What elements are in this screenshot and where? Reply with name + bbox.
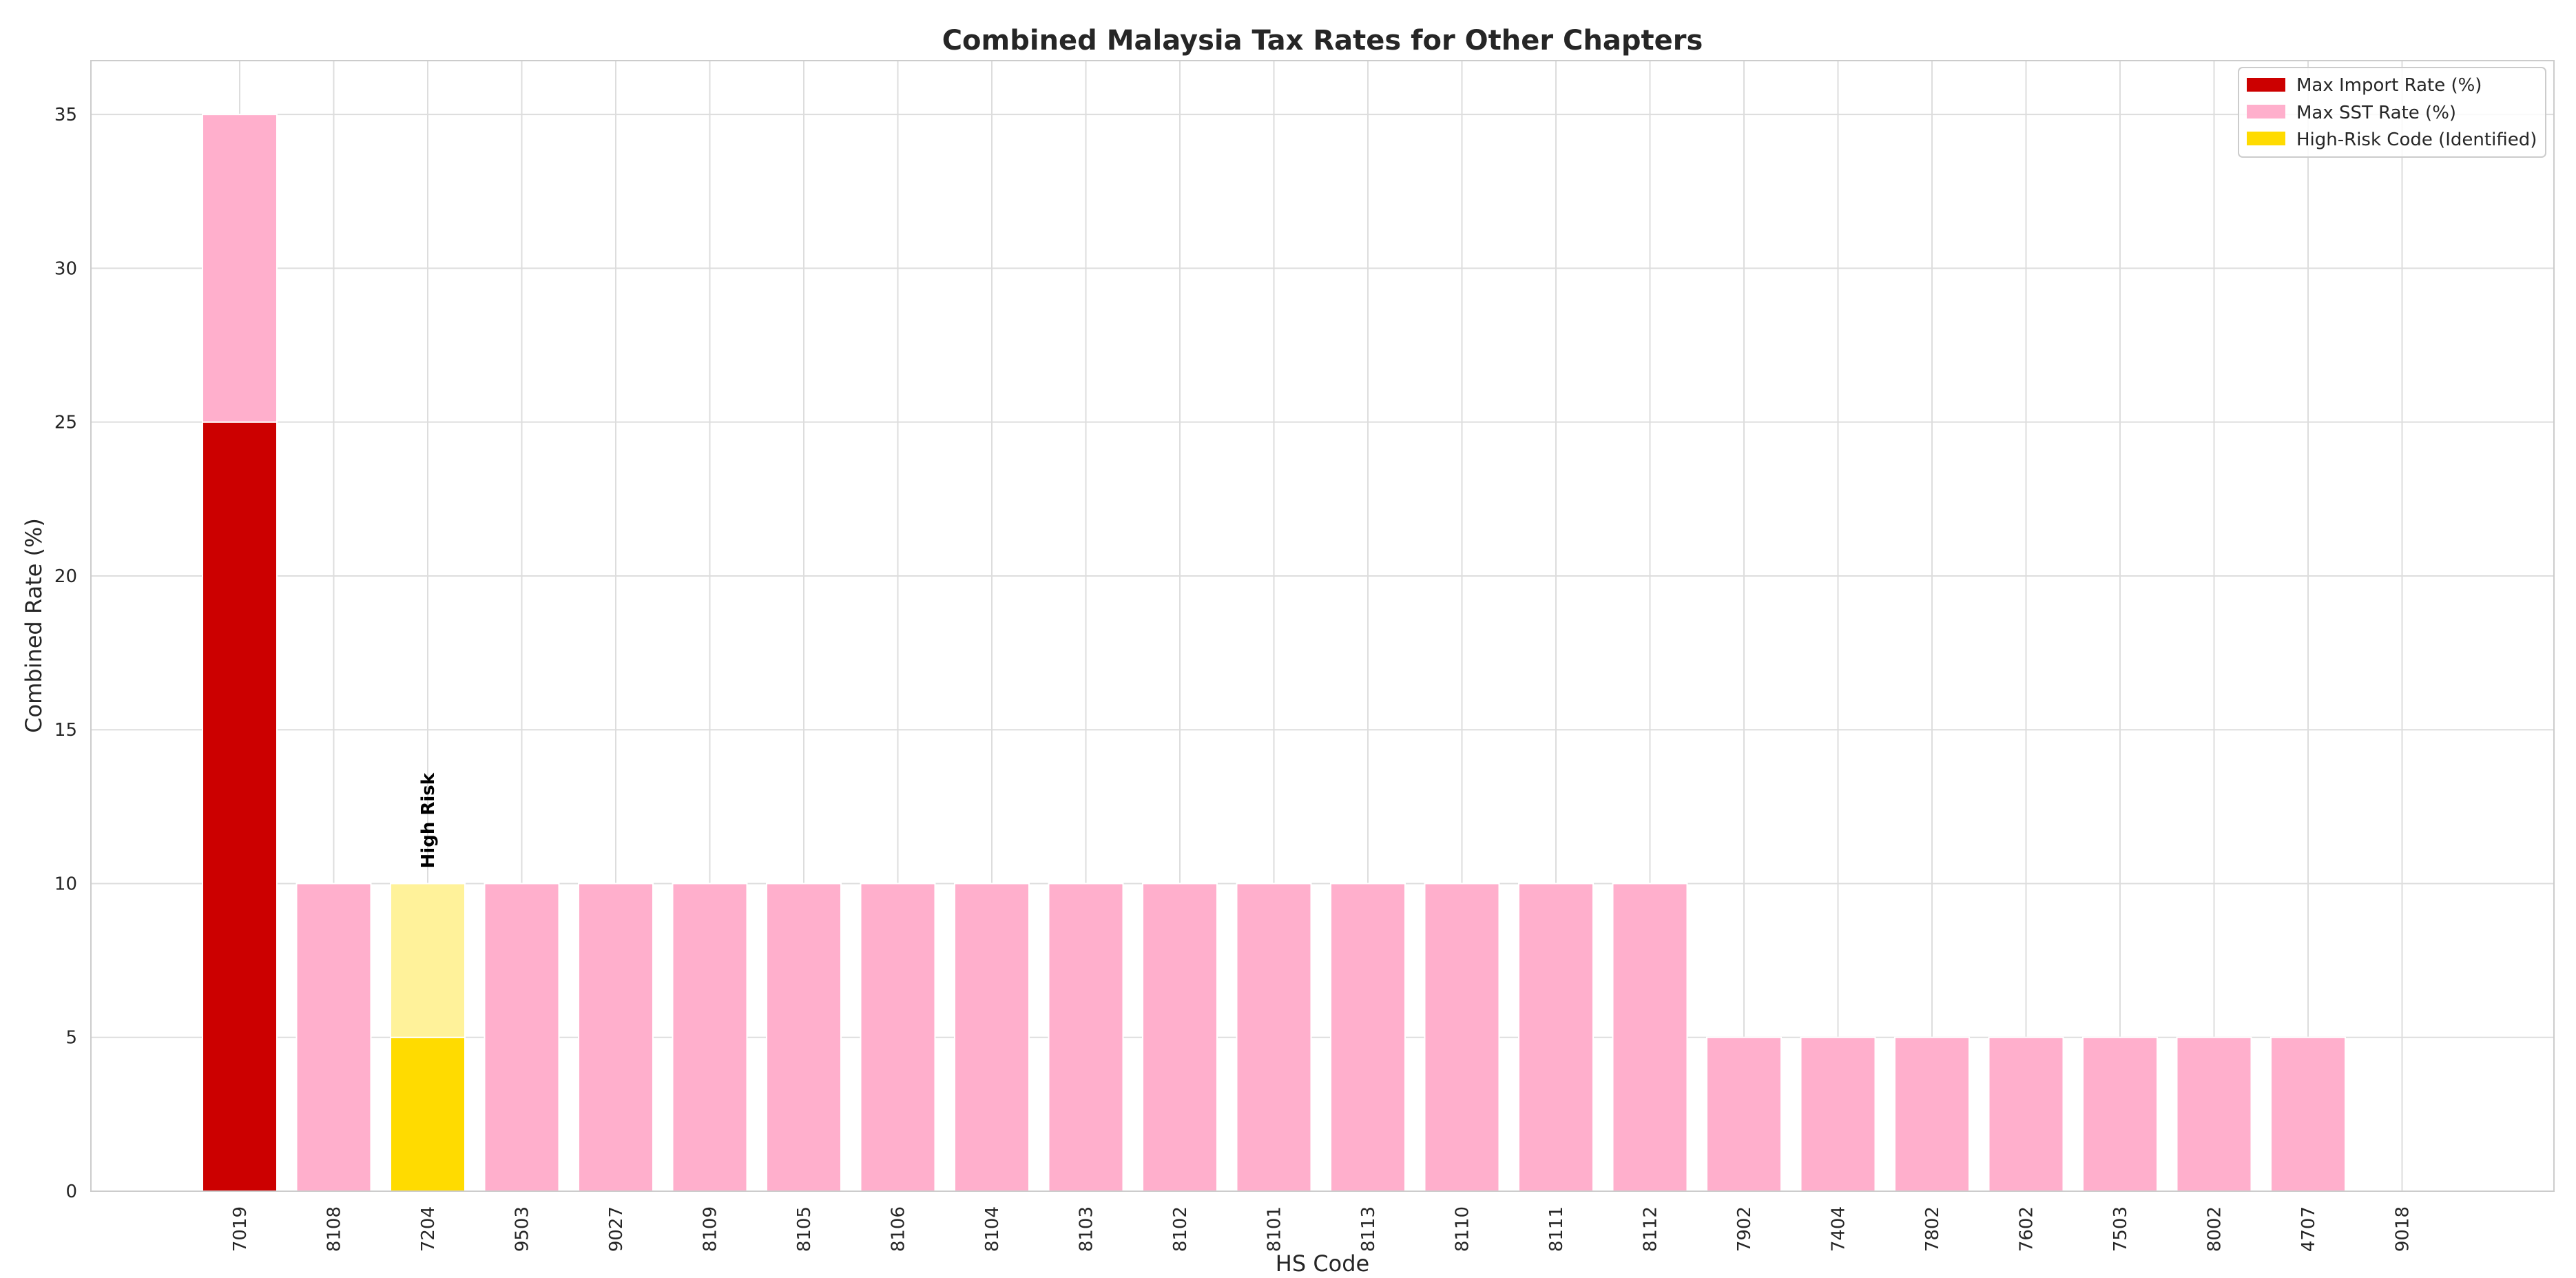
bar-sst-8108 bbox=[295, 883, 372, 1192]
x-tick-label: 9027 bbox=[606, 1206, 627, 1252]
x-tick-label: 8102 bbox=[1170, 1206, 1191, 1252]
bar-sst-8109 bbox=[672, 883, 748, 1192]
x-tick-label: 8106 bbox=[889, 1206, 909, 1252]
x-tick-label: 8111 bbox=[1546, 1206, 1567, 1252]
y-axis-label: Combined Rate (%) bbox=[21, 518, 47, 733]
chart-title: Combined Malaysia Tax Rates for Other Ch… bbox=[942, 25, 1703, 56]
legend-entry-high-risk: High-Risk Code (Identified) bbox=[2296, 130, 2537, 150]
x-tick-label: 7404 bbox=[1829, 1206, 1849, 1252]
annot-layer: High Risk bbox=[418, 772, 439, 868]
x-tick-label: 8108 bbox=[324, 1206, 345, 1252]
bar-sst-7802 bbox=[1894, 1036, 1970, 1193]
legend-entry-import: Max Import Rate (%) bbox=[2296, 75, 2482, 96]
x-tick-label: 8110 bbox=[1453, 1206, 1473, 1252]
legend-box bbox=[2238, 67, 2546, 158]
y-tick-label: 35 bbox=[54, 105, 77, 125]
plot-frame bbox=[90, 60, 2555, 1192]
bar-sst-8104 bbox=[954, 883, 1030, 1192]
bar-sst-8105 bbox=[766, 883, 842, 1192]
x-tick-label: 7902 bbox=[1734, 1206, 1755, 1252]
x-axis-label: HS Code bbox=[1276, 1250, 1369, 1277]
x-tick-label: 7019 bbox=[230, 1206, 251, 1252]
bar-sst-7602 bbox=[1988, 1036, 2064, 1193]
bar-sst-7902 bbox=[1706, 1036, 1782, 1193]
bar-sst-8110 bbox=[1424, 883, 1500, 1192]
x-tick-label: 8112 bbox=[1641, 1206, 1661, 1252]
bar-sst-8103 bbox=[1048, 883, 1124, 1192]
bar-import-7204 bbox=[390, 1036, 466, 1193]
legend-swatch-import bbox=[2247, 78, 2285, 92]
legend-swatch-sst bbox=[2247, 105, 2285, 118]
bar-sst-9503 bbox=[484, 883, 560, 1192]
y-tick-label: 30 bbox=[54, 258, 77, 279]
high-risk-annotation: High Risk bbox=[418, 772, 439, 868]
bar-sst-9027 bbox=[578, 883, 654, 1192]
y-tick-label: 20 bbox=[54, 566, 77, 587]
bar-sst-8101 bbox=[1236, 883, 1312, 1192]
ticks-layer: 0 5 10 15 20 25 30 35 7019 8108 7204 9503 9027 8109 81… bbox=[54, 105, 2413, 1252]
x-tick-label: 9018 bbox=[2393, 1206, 2413, 1252]
bar-sst-4707 bbox=[2270, 1036, 2346, 1193]
bar-sst-8106 bbox=[860, 883, 936, 1192]
x-tick-label: 8002 bbox=[2205, 1206, 2225, 1252]
bar-sst-8111 bbox=[1518, 883, 1594, 1192]
bar-sst-8112 bbox=[1612, 883, 1688, 1192]
x-tick-label: 8113 bbox=[1358, 1206, 1379, 1252]
y-tick-label: 0 bbox=[65, 1182, 77, 1202]
x-tick-label: 7802 bbox=[1922, 1206, 1943, 1252]
x-tick-label: 8104 bbox=[982, 1206, 1003, 1252]
legend: Max Import Rate (%) Max SST Rate (%) Hig… bbox=[2238, 67, 2546, 158]
y-tick-label: 5 bbox=[65, 1028, 77, 1049]
x-tick-label: 8105 bbox=[794, 1206, 815, 1252]
x-tick-label: 4707 bbox=[2298, 1206, 2319, 1252]
bar-sst-8102 bbox=[1142, 883, 1218, 1192]
bar-sst-7019 bbox=[202, 114, 278, 423]
bars-layer bbox=[202, 114, 2346, 1193]
x-tick-label: 8109 bbox=[700, 1206, 721, 1252]
x-tick-label: 9503 bbox=[512, 1206, 533, 1252]
bar-import-7019 bbox=[202, 421, 278, 1192]
bar-sst-8002 bbox=[2176, 1036, 2252, 1193]
bar-sst-8113 bbox=[1330, 883, 1406, 1192]
y-tick-label: 25 bbox=[54, 413, 77, 433]
bar-sst-7404 bbox=[1800, 1036, 1876, 1193]
legend-entry-sst: Max SST Rate (%) bbox=[2296, 103, 2456, 123]
bar-sst-7503 bbox=[2082, 1036, 2158, 1193]
y-tick-label: 10 bbox=[54, 874, 77, 894]
legend-swatch-high-risk bbox=[2247, 132, 2285, 145]
y-tick-label: 15 bbox=[54, 720, 77, 741]
bar-sst-7204 bbox=[390, 883, 466, 1038]
x-tick-label: 7602 bbox=[2017, 1206, 2037, 1252]
x-tick-label: 8101 bbox=[1265, 1206, 1285, 1252]
x-tick-label: 8103 bbox=[1077, 1206, 1097, 1252]
x-tick-label: 7503 bbox=[2110, 1206, 2131, 1252]
x-tick-label: 7204 bbox=[418, 1206, 439, 1252]
